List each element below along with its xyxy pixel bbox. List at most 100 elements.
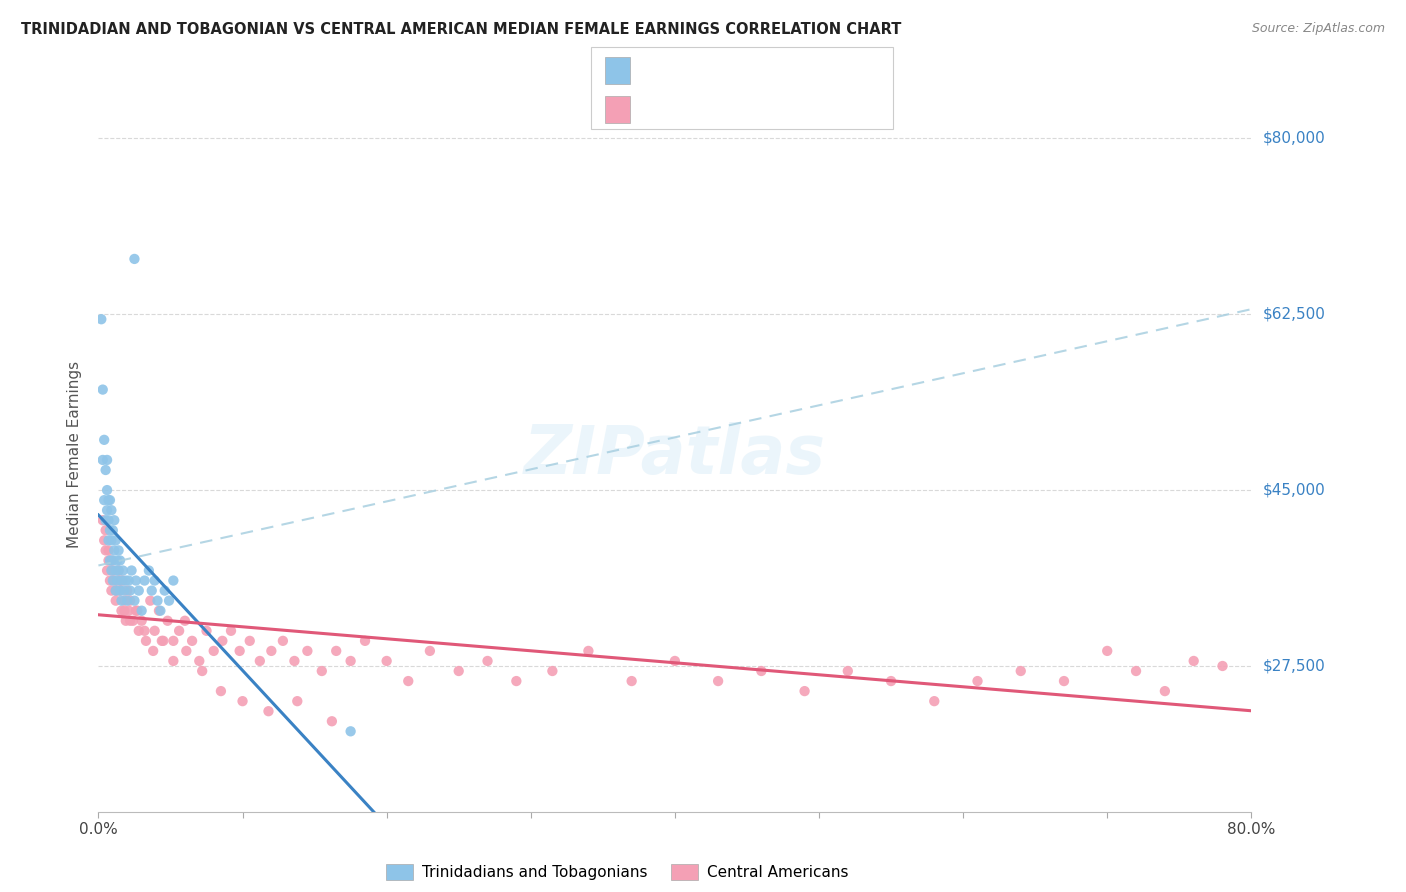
Point [162, 574, 184, 588]
Point [396, 674, 419, 689]
Text: 0.124: 0.124 [681, 62, 733, 78]
Point [103, 574, 125, 588]
Point [150, 633, 173, 648]
Point [93, 433, 115, 447]
Point [419, 644, 441, 658]
Point [339, 654, 361, 668]
Point [138, 564, 160, 578]
Point [112, 593, 135, 607]
Point [231, 694, 254, 708]
Point [228, 644, 250, 658]
Point [110, 604, 132, 618]
Point [620, 674, 643, 689]
Point [96, 483, 118, 497]
Point [110, 593, 132, 607]
Point [114, 614, 136, 628]
Point [311, 664, 333, 678]
Point [285, 694, 308, 708]
Point [105, 574, 128, 588]
Text: $45,000: $45,000 [1263, 483, 1326, 498]
Point [112, 604, 135, 618]
Point [149, 604, 172, 618]
Point [131, 604, 153, 618]
Point [128, 624, 150, 638]
Text: 94: 94 [783, 102, 803, 116]
Point [108, 583, 131, 598]
Point [1212, 659, 1234, 673]
Point [94, 543, 117, 558]
Point [321, 714, 343, 729]
Point [162, 633, 184, 648]
Point [112, 583, 135, 598]
Point [101, 564, 124, 578]
Point [181, 633, 204, 648]
Point [104, 533, 127, 548]
Point [118, 574, 141, 588]
Point [143, 574, 166, 588]
Point [354, 633, 377, 648]
Point [707, 674, 730, 689]
Point [1097, 644, 1119, 658]
Point [91, 383, 114, 397]
Point [108, 574, 131, 588]
Point [188, 654, 211, 668]
Point [104, 593, 127, 607]
Point [94, 513, 117, 527]
Point [271, 633, 294, 648]
Point [157, 593, 180, 607]
Point [97, 493, 120, 508]
Text: R =: R = [638, 102, 669, 116]
Point [131, 614, 153, 628]
Text: -0.484: -0.484 [681, 102, 733, 116]
Point [176, 644, 198, 658]
Point [134, 624, 156, 638]
Point [139, 593, 162, 607]
Point [153, 583, 176, 598]
Point [751, 664, 773, 678]
Point [141, 583, 163, 598]
Point [103, 513, 125, 527]
Point [195, 624, 218, 638]
Point [125, 574, 148, 588]
Point [124, 593, 146, 607]
Point [101, 574, 124, 588]
Point [100, 533, 122, 548]
Point [97, 553, 120, 567]
Point [143, 624, 166, 638]
Point [104, 583, 127, 598]
Point [339, 724, 361, 739]
Point [135, 633, 157, 648]
Point [239, 633, 262, 648]
Point [122, 614, 145, 628]
Point [105, 553, 128, 567]
Point [111, 574, 134, 588]
Point [127, 604, 149, 618]
Point [120, 614, 142, 628]
Point [578, 644, 600, 658]
Point [108, 583, 131, 598]
Point [100, 553, 122, 567]
Point [101, 553, 124, 567]
Point [98, 524, 121, 538]
Point [477, 654, 499, 668]
Point [1153, 684, 1175, 698]
Text: ZIPatlas: ZIPatlas [524, 422, 825, 488]
Point [110, 574, 132, 588]
Point [107, 564, 129, 578]
Point [142, 644, 165, 658]
Point [117, 583, 138, 598]
Point [107, 564, 129, 578]
Point [98, 553, 121, 567]
Point [97, 543, 120, 558]
Point [297, 644, 319, 658]
Point [97, 513, 120, 527]
Point [93, 493, 115, 508]
Point [125, 604, 148, 618]
Point [1010, 664, 1032, 678]
Point [93, 533, 115, 548]
Point [91, 513, 114, 527]
Text: N =: N = [740, 62, 782, 78]
Point [505, 674, 527, 689]
Point [94, 524, 117, 538]
Point [1125, 664, 1147, 678]
